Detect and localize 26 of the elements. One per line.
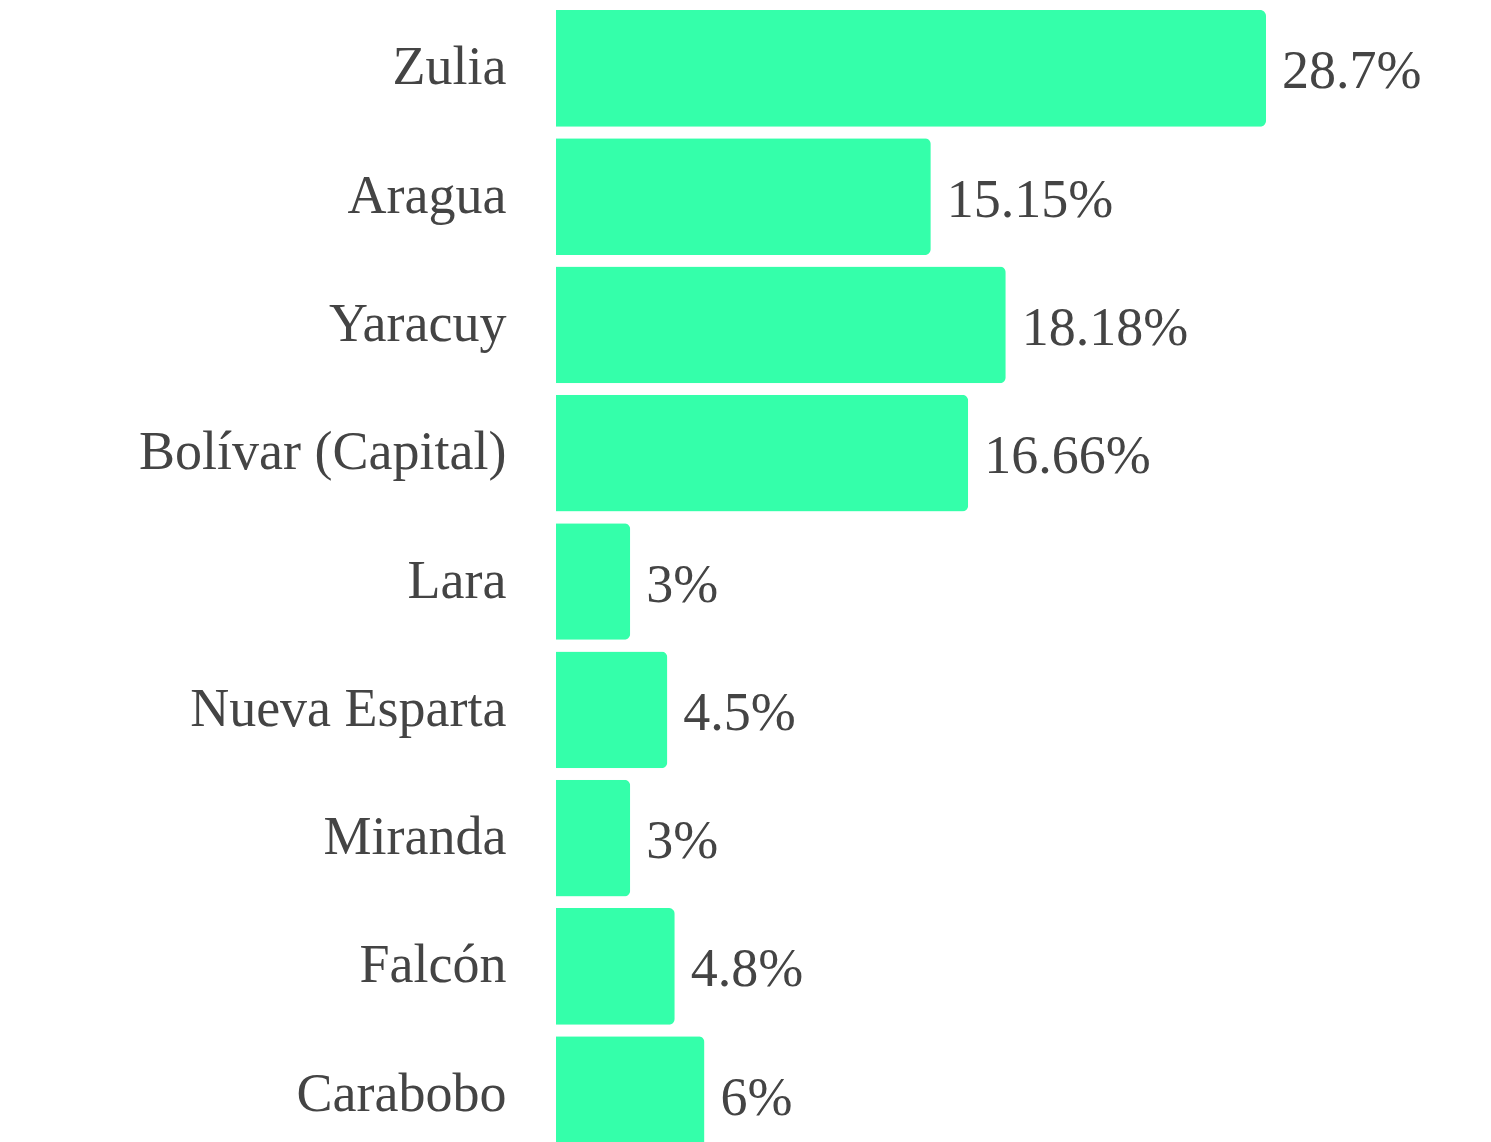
- y-tick-label: Falcón: [359, 934, 507, 995]
- bar: [556, 10, 1266, 127]
- data-label: 4.5%: [683, 681, 796, 742]
- data-label: 28.7%: [1282, 40, 1422, 101]
- y-tick-label: Nueva Esparta: [190, 677, 507, 738]
- y-tick-label: Bolívar (Capital): [139, 421, 507, 482]
- data-label: 3%: [646, 553, 719, 614]
- bar: [556, 523, 631, 640]
- y-tick-label: Aragua: [347, 164, 507, 225]
- data-label: 6%: [720, 1066, 793, 1127]
- y-tick-label: Miranda: [323, 806, 507, 867]
- bar: [556, 779, 631, 897]
- bar: [556, 138, 931, 256]
- data-label: 4.8%: [690, 938, 804, 999]
- bar: [556, 394, 969, 512]
- data-label: 18.18%: [1021, 296, 1189, 357]
- y-tick-label: Lara: [407, 549, 507, 610]
- bar: [556, 651, 668, 769]
- y-tick-label: Zulia: [392, 36, 507, 97]
- data-label: 3%: [646, 810, 719, 871]
- y-tick-label: Carabobo: [296, 1062, 507, 1123]
- y-tick-label: Yaracuy: [329, 292, 507, 353]
- data-label: 15.15%: [946, 168, 1114, 229]
- bar: [556, 907, 675, 1025]
- bar: [556, 266, 1006, 384]
- data-label: 16.66%: [984, 425, 1151, 486]
